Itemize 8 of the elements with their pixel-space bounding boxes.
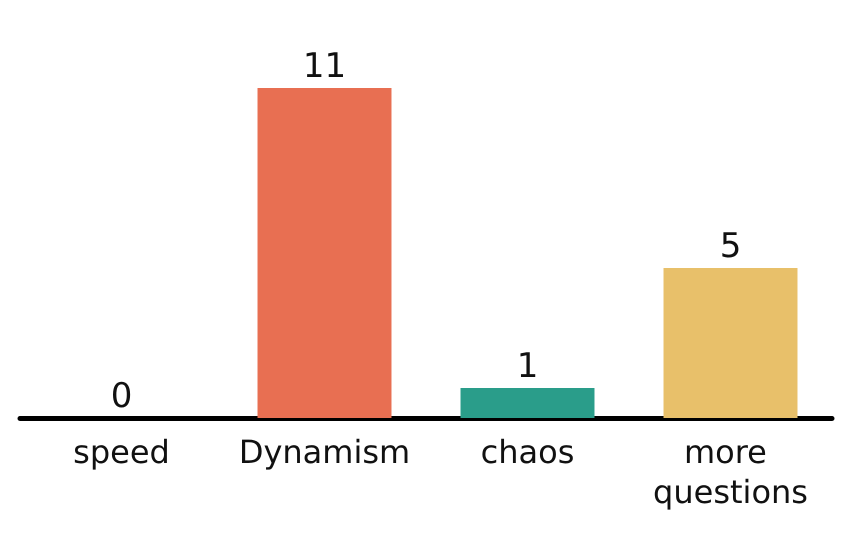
data-label: 1: [516, 346, 538, 386]
x-tick-label: speed: [73, 433, 170, 471]
x-tick-label: Dynamism: [238, 433, 410, 471]
x-tick-label: more questions: [653, 433, 808, 511]
data-label: 5: [720, 226, 742, 266]
data-label: 11: [302, 46, 346, 86]
data-label: 0: [110, 376, 132, 416]
x-tick-label: chaos: [480, 433, 574, 471]
